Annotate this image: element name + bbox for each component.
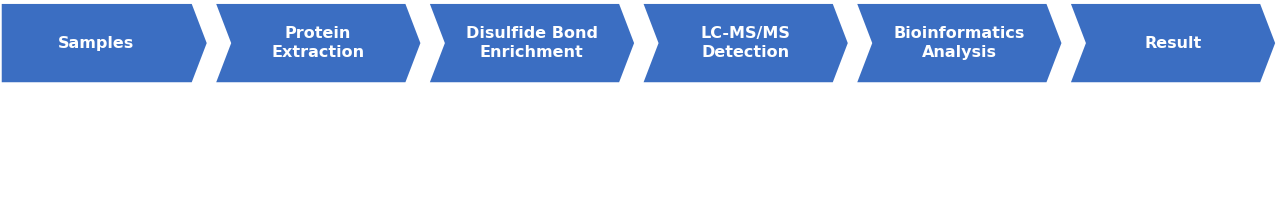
Polygon shape [213,2,423,84]
Text: Samples: Samples [59,36,134,51]
Polygon shape [854,2,1064,84]
Text: Result: Result [1144,36,1202,51]
Polygon shape [641,2,849,84]
Polygon shape [1069,2,1277,84]
Text: Bioinformatics
Analysis: Bioinformatics Analysis [894,26,1024,60]
Text: LC-MS/MS
Detection: LC-MS/MS Detection [700,26,790,60]
Text: Disulfide Bond
Enrichment: Disulfide Bond Enrichment [466,26,598,60]
Polygon shape [0,2,208,84]
Text: Protein
Extraction: Protein Extraction [272,26,364,60]
Polygon shape [428,2,636,84]
